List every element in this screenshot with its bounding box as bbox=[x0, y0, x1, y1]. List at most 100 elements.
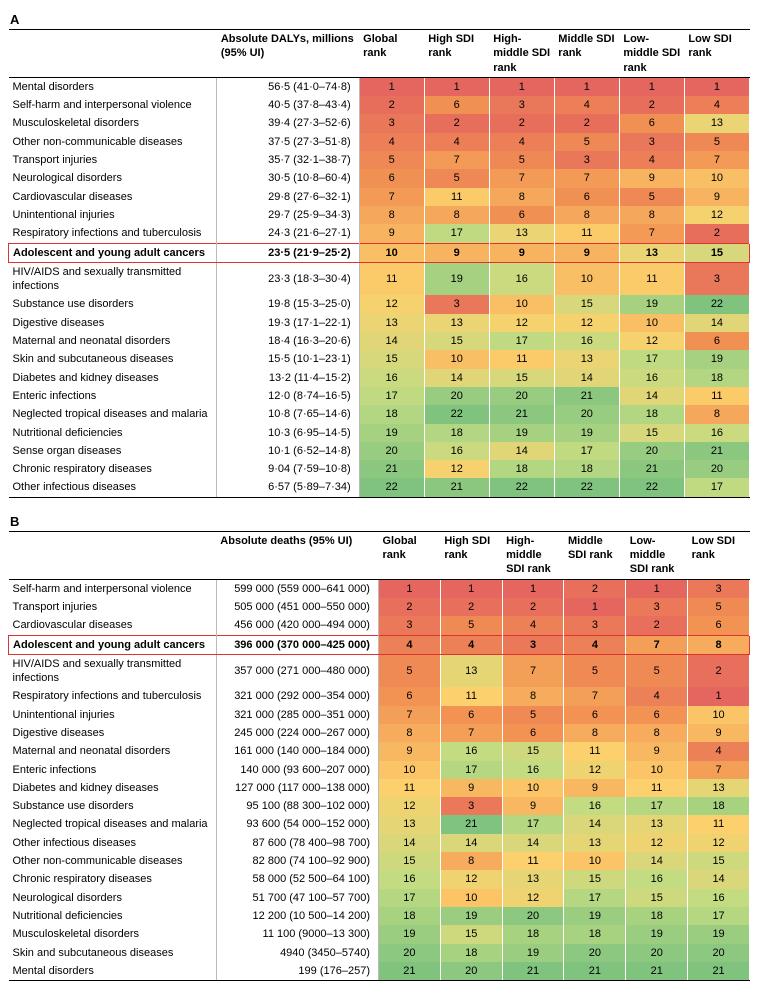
rank-cell: 6 bbox=[688, 616, 750, 635]
rank-cell: 6 bbox=[378, 687, 440, 705]
row-value: 19·8 (15·3–25·0) bbox=[217, 295, 359, 313]
rank-cell: 16 bbox=[502, 761, 564, 779]
rank-cell: 15 bbox=[440, 925, 502, 943]
row-name: Diabetes and kidney diseases bbox=[9, 369, 217, 387]
row-value: 12 200 (10 500–14 200) bbox=[216, 907, 378, 925]
rank-cell: 11 bbox=[564, 742, 626, 760]
rank-cell: 12 bbox=[489, 314, 554, 332]
row-name: Diabetes and kidney diseases bbox=[9, 779, 217, 797]
rank-cell: 16 bbox=[554, 332, 619, 350]
rank-cell: 20 bbox=[564, 944, 626, 962]
rank-cell: 14 bbox=[619, 387, 684, 405]
rank-cell: 13 bbox=[359, 314, 424, 332]
row-name: Adolescent and young adult cancers bbox=[9, 635, 217, 654]
rank-cell: 19 bbox=[378, 925, 440, 943]
rank-cell: 19 bbox=[619, 295, 684, 313]
rank-cell: 14 bbox=[564, 815, 626, 833]
row-value: 396 000 (370 000–425 000) bbox=[216, 635, 378, 654]
rank-cell: 9 bbox=[626, 742, 688, 760]
rank-cell: 1 bbox=[619, 77, 684, 96]
rank-cell: 4 bbox=[619, 151, 684, 169]
rank-cell: 2 bbox=[424, 114, 489, 132]
row-value: 13·2 (11·4–15·2) bbox=[217, 369, 359, 387]
col-rank: Global rank bbox=[378, 531, 440, 579]
row-value: 245 000 (224 000–267 000) bbox=[216, 724, 378, 742]
rank-cell: 12 bbox=[626, 834, 688, 852]
rank-cell: 11 bbox=[619, 262, 684, 295]
row-value: 23·5 (21·9–25·2) bbox=[217, 243, 359, 262]
rank-cell: 3 bbox=[554, 151, 619, 169]
panel-a-label: A bbox=[10, 12, 750, 27]
rank-cell: 8 bbox=[424, 206, 489, 224]
rank-cell: 17 bbox=[626, 797, 688, 815]
rank-cell: 4 bbox=[440, 635, 502, 654]
rank-cell: 19 bbox=[359, 424, 424, 442]
col-value: Absolute deaths (95% UI) bbox=[216, 531, 378, 579]
rank-cell: 14 bbox=[378, 834, 440, 852]
rank-cell: 9 bbox=[440, 779, 502, 797]
rank-cell: 2 bbox=[564, 579, 626, 598]
rank-cell: 16 bbox=[359, 369, 424, 387]
row-name: Other infectious diseases bbox=[9, 834, 217, 852]
rank-cell: 13 bbox=[688, 779, 750, 797]
row-name: Transport injuries bbox=[9, 598, 217, 616]
rank-cell: 5 bbox=[378, 654, 440, 687]
row-value: 82 800 (74 100–92 900) bbox=[216, 852, 378, 870]
rank-cell: 10 bbox=[619, 314, 684, 332]
rank-cell: 12 bbox=[502, 889, 564, 907]
rank-cell: 21 bbox=[688, 962, 750, 981]
rank-cell: 22 bbox=[489, 478, 554, 497]
row-value: 15·5 (10·1–23·1) bbox=[217, 350, 359, 368]
col-rank: Low SDI rank bbox=[684, 30, 749, 78]
rank-cell: 15 bbox=[564, 870, 626, 888]
rank-cell: 5 bbox=[564, 654, 626, 687]
rank-cell: 18 bbox=[424, 424, 489, 442]
rank-cell: 5 bbox=[502, 706, 564, 724]
rank-cell: 1 bbox=[424, 77, 489, 96]
rank-cell: 18 bbox=[359, 405, 424, 423]
row-name: Digestive diseases bbox=[9, 724, 217, 742]
rank-cell: 20 bbox=[619, 442, 684, 460]
rank-cell: 11 bbox=[424, 188, 489, 206]
row-name: Unintentional injuries bbox=[9, 206, 217, 224]
rank-cell: 4 bbox=[554, 96, 619, 114]
rank-cell: 22 bbox=[424, 405, 489, 423]
rank-cell: 8 bbox=[554, 206, 619, 224]
rank-cell: 18 bbox=[688, 797, 750, 815]
rank-cell: 5 bbox=[626, 654, 688, 687]
rank-cell: 8 bbox=[619, 206, 684, 224]
rank-cell: 8 bbox=[489, 188, 554, 206]
rank-cell: 2 bbox=[619, 96, 684, 114]
row-name: Musculoskeletal disorders bbox=[9, 114, 217, 132]
rank-cell: 2 bbox=[489, 114, 554, 132]
rank-cell: 14 bbox=[684, 314, 749, 332]
rank-cell: 17 bbox=[502, 815, 564, 833]
rank-cell: 14 bbox=[424, 369, 489, 387]
row-value: 6·57 (5·89–7·34) bbox=[217, 478, 359, 497]
col-rank: Middle SDI rank bbox=[564, 531, 626, 579]
rank-cell: 12 bbox=[619, 332, 684, 350]
rank-cell: 11 bbox=[684, 387, 749, 405]
rank-cell: 15 bbox=[489, 369, 554, 387]
rank-cell: 7 bbox=[554, 169, 619, 187]
rank-cell: 12 bbox=[359, 295, 424, 313]
rank-cell: 6 bbox=[359, 169, 424, 187]
rank-cell: 14 bbox=[688, 870, 750, 888]
rank-cell: 7 bbox=[619, 224, 684, 243]
rank-cell: 21 bbox=[626, 962, 688, 981]
rank-cell: 4 bbox=[489, 133, 554, 151]
rank-cell: 15 bbox=[378, 852, 440, 870]
rank-cell: 11 bbox=[359, 262, 424, 295]
row-value: 18·4 (16·3–20·6) bbox=[217, 332, 359, 350]
rank-cell: 12 bbox=[554, 314, 619, 332]
rank-cell: 9 bbox=[684, 188, 749, 206]
rank-cell: 19 bbox=[424, 262, 489, 295]
col-rank: High SDI rank bbox=[440, 531, 502, 579]
row-name: Unintentional injuries bbox=[9, 706, 217, 724]
rank-cell: 6 bbox=[554, 188, 619, 206]
row-value: 140 000 (93 600–207 000) bbox=[216, 761, 378, 779]
rank-cell: 2 bbox=[684, 224, 749, 243]
row-value: 199 (176–257) bbox=[216, 962, 378, 981]
row-value: 12·0 (8·74–16·5) bbox=[217, 387, 359, 405]
rank-cell: 12 bbox=[378, 797, 440, 815]
